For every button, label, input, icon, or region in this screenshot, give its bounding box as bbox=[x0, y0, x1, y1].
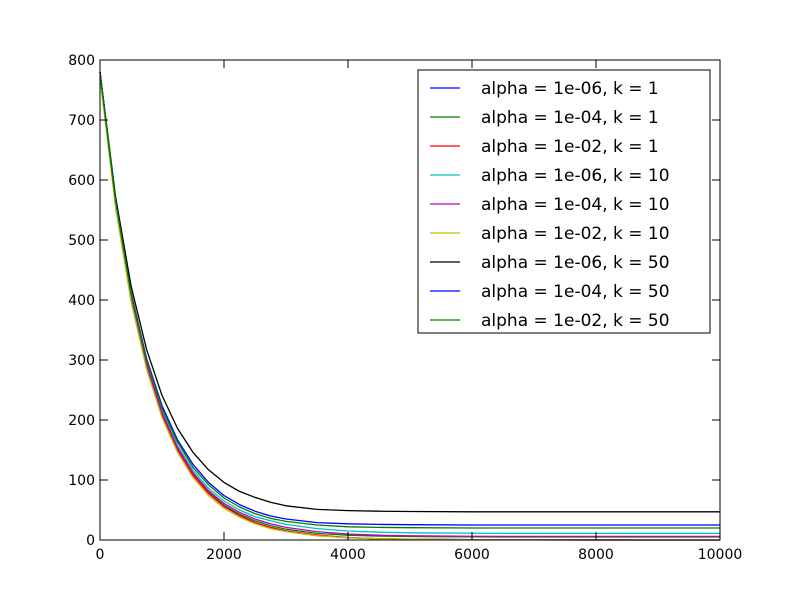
legend-label: alpha = 1e-06, k = 10 bbox=[481, 166, 670, 186]
y-tick-label: 500 bbox=[68, 233, 95, 249]
legend-label: alpha = 1e-02, k = 10 bbox=[481, 224, 670, 244]
series-line-7 bbox=[99, 71, 720, 513]
y-tick-label: 300 bbox=[68, 353, 95, 369]
x-tick-label: 2000 bbox=[206, 547, 242, 563]
legend-box bbox=[417, 69, 711, 334]
y-tick-label: 0 bbox=[86, 533, 95, 549]
legend-label: alpha = 1e-02, k = 1 bbox=[481, 137, 659, 157]
x-tick-label: 10000 bbox=[698, 547, 743, 563]
series-layer bbox=[99, 71, 720, 541]
y-tick-label: 700 bbox=[68, 113, 95, 129]
x-tick-label: 0 bbox=[96, 547, 105, 563]
legend-label: alpha = 1e-06, k = 50 bbox=[481, 253, 670, 273]
legend-label: alpha = 1e-04, k = 10 bbox=[481, 195, 670, 215]
legend-label: alpha = 1e-02, k = 50 bbox=[481, 311, 670, 331]
x-tick-label: 8000 bbox=[578, 547, 614, 563]
x-tick-label: 6000 bbox=[454, 547, 490, 563]
y-tick-label: 200 bbox=[68, 413, 95, 429]
series-line-9 bbox=[99, 71, 720, 529]
y-tick-label: 800 bbox=[68, 53, 95, 69]
legend: alpha = 1e-06, k = 1 alpha = 1e-04, k = 1… bbox=[417, 69, 711, 334]
ticks-layer: 0 2000 4000 6000 8000 10000 0 100 200 300 400 500 60… bbox=[68, 53, 742, 563]
series-line-5 bbox=[99, 71, 720, 538]
y-tick-label: 600 bbox=[68, 173, 95, 189]
legend-label: alpha = 1e-04, k = 1 bbox=[481, 108, 659, 128]
legend-label: alpha = 1e-04, k = 50 bbox=[481, 282, 670, 302]
y-tick-label: 400 bbox=[68, 293, 95, 309]
legend-label: alpha = 1e-06, k = 1 bbox=[481, 79, 659, 99]
x-tick-label: 4000 bbox=[330, 547, 366, 563]
y-tick-label: 100 bbox=[68, 473, 95, 489]
